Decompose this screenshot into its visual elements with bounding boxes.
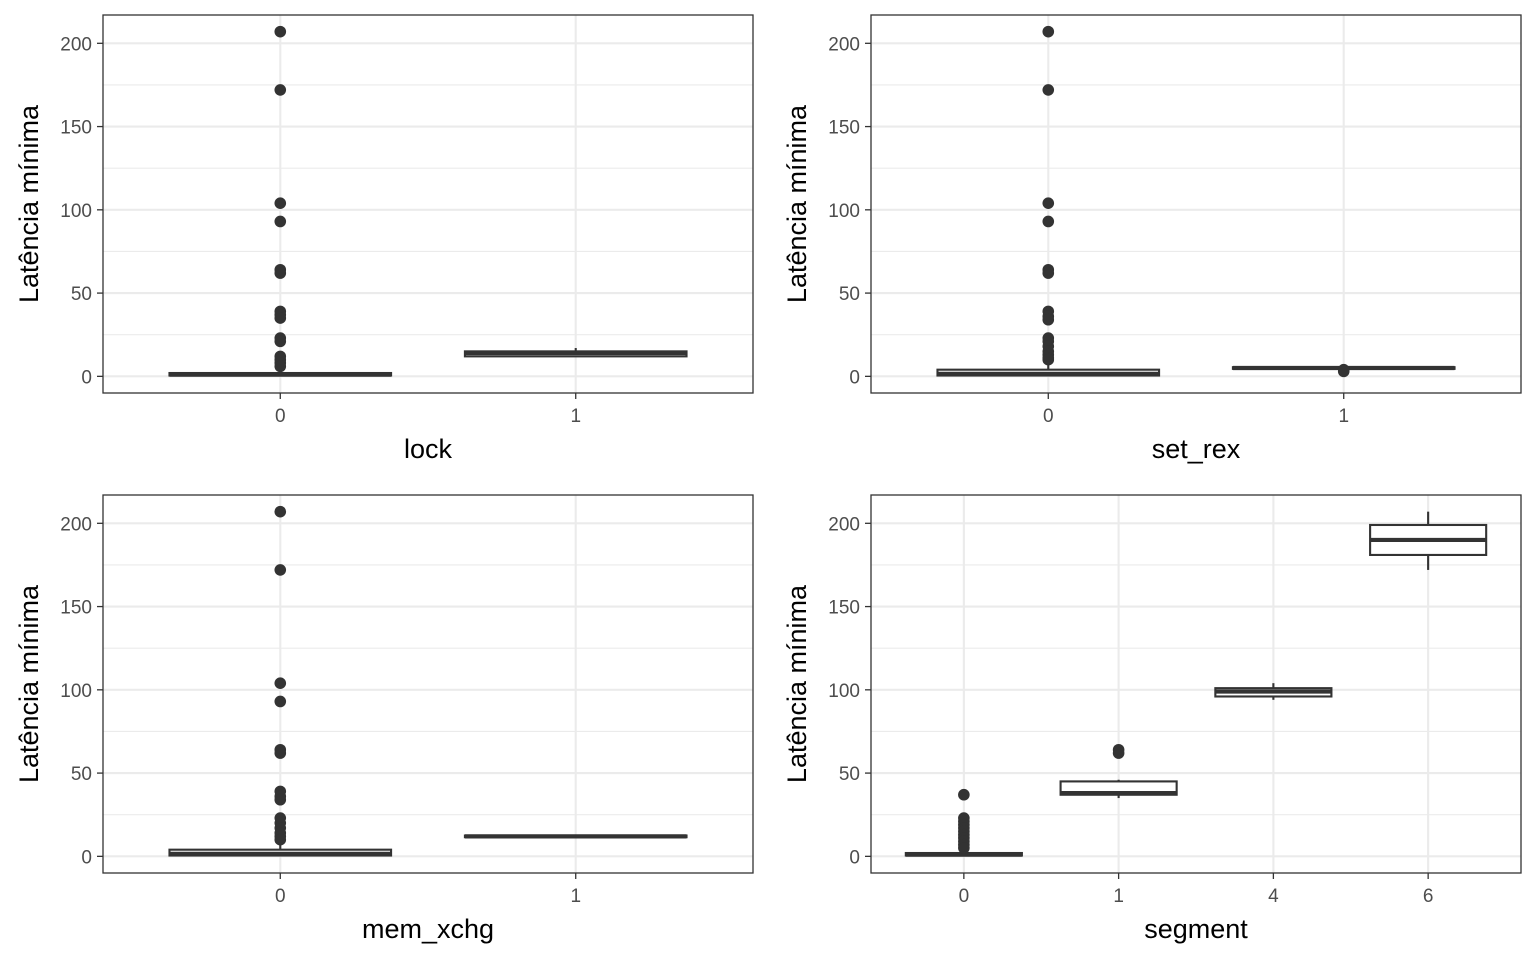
y-tick-label: 50 [71, 764, 92, 785]
y-tick-label: 100 [60, 681, 92, 702]
x-axis-title: set_rex [1152, 434, 1241, 464]
outlier-point [1042, 84, 1055, 96]
outlier-point [958, 788, 970, 801]
y-tick-label: 150 [60, 598, 92, 619]
panel-border [102, 14, 754, 394]
panel-1: 0 50 100 150 200 0 1 lock Latência mínima [14, 14, 754, 464]
x-tick-label: 1 [570, 406, 581, 427]
y-tick-label: 0 [81, 367, 92, 388]
panel-2: 0 50 100 150 200 0 1 set_rex Latência mínima [782, 14, 1522, 464]
y-tick-label: 150 [828, 118, 860, 139]
y-tick-label: 100 [828, 201, 860, 222]
outlier-point [1042, 353, 1055, 366]
x-tick-label: 6 [1423, 886, 1434, 907]
outlier-point [1042, 313, 1055, 326]
outlier-point [274, 215, 287, 228]
outlier-point [274, 505, 287, 518]
box-1 [1231, 363, 1456, 378]
panel-background [103, 495, 753, 873]
y-axis-title: Latência mínima [14, 104, 44, 303]
outlier-point [274, 25, 287, 38]
x-tick-label: 1 [1113, 886, 1124, 907]
x-tick-label: 0 [275, 406, 286, 427]
panel-background [871, 495, 1521, 873]
outlier-point [274, 312, 287, 324]
y-axis-title: Latência mínima [782, 104, 812, 303]
x-tick-label: 1 [570, 886, 581, 907]
outlier-point [1337, 365, 1350, 378]
panel-4: 0 50 100 150 200 0 1 4 6 segment Latência mínima [782, 494, 1522, 944]
x-tick-label: 4 [1268, 886, 1279, 907]
y-tick-label: 0 [849, 847, 860, 868]
panel-background [871, 15, 1521, 393]
y-tick-label: 200 [828, 514, 860, 535]
panel-border [870, 494, 1522, 874]
outlier-point [1112, 747, 1125, 759]
x-tick-label: 1 [1338, 406, 1349, 427]
x-tick-label: 0 [1043, 406, 1054, 427]
outlier-point [274, 747, 287, 759]
panel-border [102, 494, 754, 874]
box-1 [463, 348, 688, 358]
outlier-point [1042, 215, 1055, 228]
outlier-point [274, 360, 287, 373]
panel-border [870, 14, 1522, 394]
y-tick-label: 200 [60, 34, 92, 55]
y-axis-title: Latência mínima [782, 584, 812, 783]
y-tick-label: 50 [839, 284, 860, 305]
box-4 [1214, 683, 1333, 700]
y-tick-label: 150 [60, 118, 92, 139]
y-tick-label: 200 [828, 34, 860, 55]
x-tick-label: 0 [275, 886, 286, 907]
y-tick-label: 0 [81, 847, 92, 868]
outlier-point [274, 335, 287, 348]
outlier-point [274, 84, 287, 96]
x-axis-title: lock [404, 434, 453, 464]
y-tick-label: 100 [60, 201, 92, 222]
box-0 [168, 25, 393, 377]
box-1 [1059, 743, 1178, 799]
y-tick-label: 100 [828, 681, 860, 702]
box-1 [463, 834, 688, 839]
outlier-point [274, 793, 287, 806]
box-0 [936, 25, 1161, 377]
panel-background [103, 15, 753, 393]
y-tick-label: 200 [60, 514, 92, 535]
y-tick-label: 150 [828, 598, 860, 619]
outlier-point [274, 695, 287, 708]
y-tick-label: 0 [849, 367, 860, 388]
box-6 [1369, 511, 1488, 570]
y-tick-label: 50 [71, 284, 92, 305]
x-axis-title: segment [1144, 914, 1248, 944]
outlier-point [274, 564, 287, 576]
outlier-point [274, 197, 287, 209]
outlier-point [274, 677, 287, 689]
outlier-point [1042, 25, 1055, 38]
x-axis-title: mem_xchg [362, 914, 494, 944]
outlier-point [1042, 267, 1055, 279]
panel-3: 0 50 100 150 200 0 1 mem_xchg Latência mínima [14, 494, 754, 944]
y-tick-label: 50 [839, 764, 860, 785]
x-tick-label: 0 [959, 886, 970, 907]
outlier-point [274, 267, 287, 279]
y-axis-title: Latência mínima [14, 584, 44, 783]
box-0 [904, 788, 1023, 857]
box-0 [168, 505, 393, 857]
outlier-point [958, 842, 970, 854]
outlier-point [274, 833, 287, 846]
outlier-point [1042, 197, 1055, 209]
